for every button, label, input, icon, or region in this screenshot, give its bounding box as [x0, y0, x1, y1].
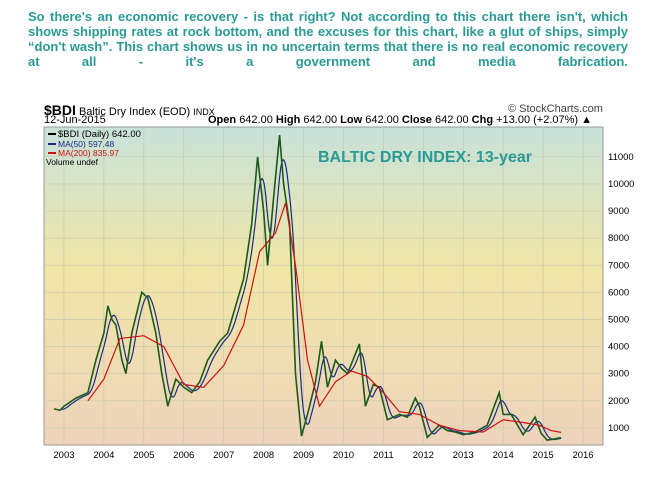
- x-tick-label: 2003: [53, 450, 74, 461]
- legend-ma200: MA(200) 835.97: [58, 148, 119, 158]
- x-tick-label: 2014: [493, 450, 514, 461]
- x-tick-label: 2005: [133, 450, 154, 461]
- x-tick-label: 2013: [453, 450, 474, 461]
- x-tick-label: 2010: [333, 450, 354, 461]
- index-name: Baltic Dry Index (EOD): [78, 106, 191, 118]
- y-tick-label: 2000: [608, 396, 629, 407]
- x-tick-label: 2008: [253, 450, 274, 461]
- y-tick-label: 1000: [608, 423, 629, 434]
- x-tick-label: 2011: [373, 450, 393, 461]
- y-tick-label: 6000: [608, 287, 629, 298]
- copyright: © StockCharts.com: [508, 103, 603, 115]
- y-tick-label: 5000: [608, 314, 629, 325]
- y-tick-label: 11000: [608, 152, 634, 163]
- legend: $BDI (Daily) 642.00 MA(50) 597.48 MA(200…: [46, 129, 141, 167]
- x-tick-label: 2006: [173, 450, 194, 461]
- chart-title: BALTIC DRY INDEX: 13-year: [318, 149, 532, 166]
- x-tick-label: 2004: [93, 450, 114, 461]
- legend-bdi: $BDI (Daily) 642.00: [58, 129, 141, 140]
- legend-volume: Volume undef: [46, 157, 99, 167]
- y-tick-label: 7000: [608, 260, 629, 271]
- legend-ma50: MA(50) 597.48: [58, 139, 114, 149]
- exchange: INDX: [193, 107, 215, 117]
- y-tick-label: 8000: [608, 233, 629, 244]
- x-tick-label: 2009: [293, 450, 314, 461]
- chart-symbol-line: $BDI Baltic Dry Index (EOD) INDX: [44, 102, 215, 118]
- x-tick-label: 2015: [533, 450, 554, 461]
- caption-text: So there's an economic recovery - is tha…: [28, 9, 628, 69]
- plot-area: [43, 126, 604, 446]
- ohlc-line: Open 642.00 High 642.00 Low 642.00 Close…: [208, 114, 593, 126]
- y-tick-label: 10000: [608, 179, 634, 190]
- date: 12-Jun-2015: [44, 114, 106, 126]
- y-tick-label: 4000: [608, 342, 629, 353]
- ma200-line: [87, 202, 562, 433]
- x-tick-label: 2016: [572, 450, 593, 461]
- y-tick-label: 3000: [608, 369, 629, 380]
- x-tick-label: 2012: [413, 450, 434, 461]
- x-tick-label: 2007: [213, 450, 234, 461]
- y-tick-label: 9000: [608, 206, 629, 217]
- symbol: $BDI: [44, 102, 76, 118]
